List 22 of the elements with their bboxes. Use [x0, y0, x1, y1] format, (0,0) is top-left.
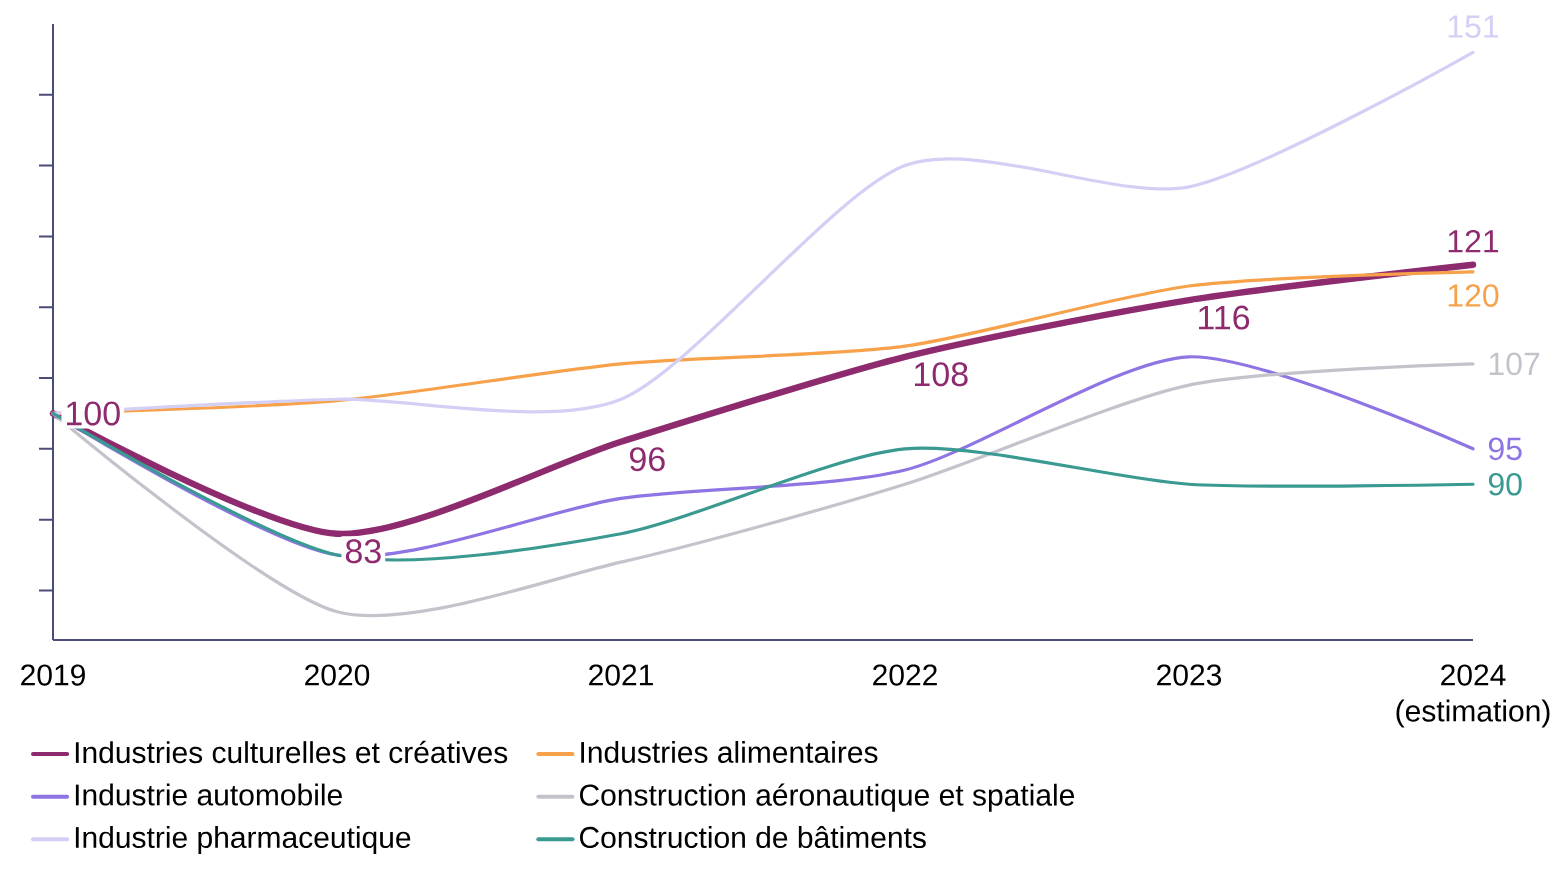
legend-label: Industries culturelles et créatives [75, 740, 508, 764]
data-label: 90 [1488, 472, 1522, 496]
legend-label: Construction aéronautique et spatiale [580, 783, 1075, 812]
legend-label: Industrie pharmaceutique [75, 826, 411, 854]
data-label: 120 [1448, 284, 1499, 307]
data-label: 108 [915, 362, 968, 387]
data-label: 96 [630, 447, 665, 472]
data-label: 95 [1488, 437, 1522, 461]
legend-label: Construction de bâtiments [580, 825, 926, 849]
data-label: 116 [1199, 305, 1250, 330]
legend-label: Industrie automobile [75, 783, 342, 806]
legend-label: Industries alimentaires [581, 740, 878, 763]
data-label: 100 [67, 401, 120, 426]
x-tick-label: 2021 [589, 664, 653, 686]
x-tick-label: 2020 [305, 664, 370, 686]
x-tick-label: 2019 [21, 664, 85, 686]
x-tick-label: 2023 [1157, 664, 1222, 686]
x-tick-label: 2022 [873, 664, 937, 686]
data-label: 121 [1448, 230, 1499, 253]
data-label: 107 [1489, 352, 1540, 376]
x-tick-label: 2024 (estimation) [1396, 664, 1550, 728]
data-label: 83 [345, 539, 381, 564]
